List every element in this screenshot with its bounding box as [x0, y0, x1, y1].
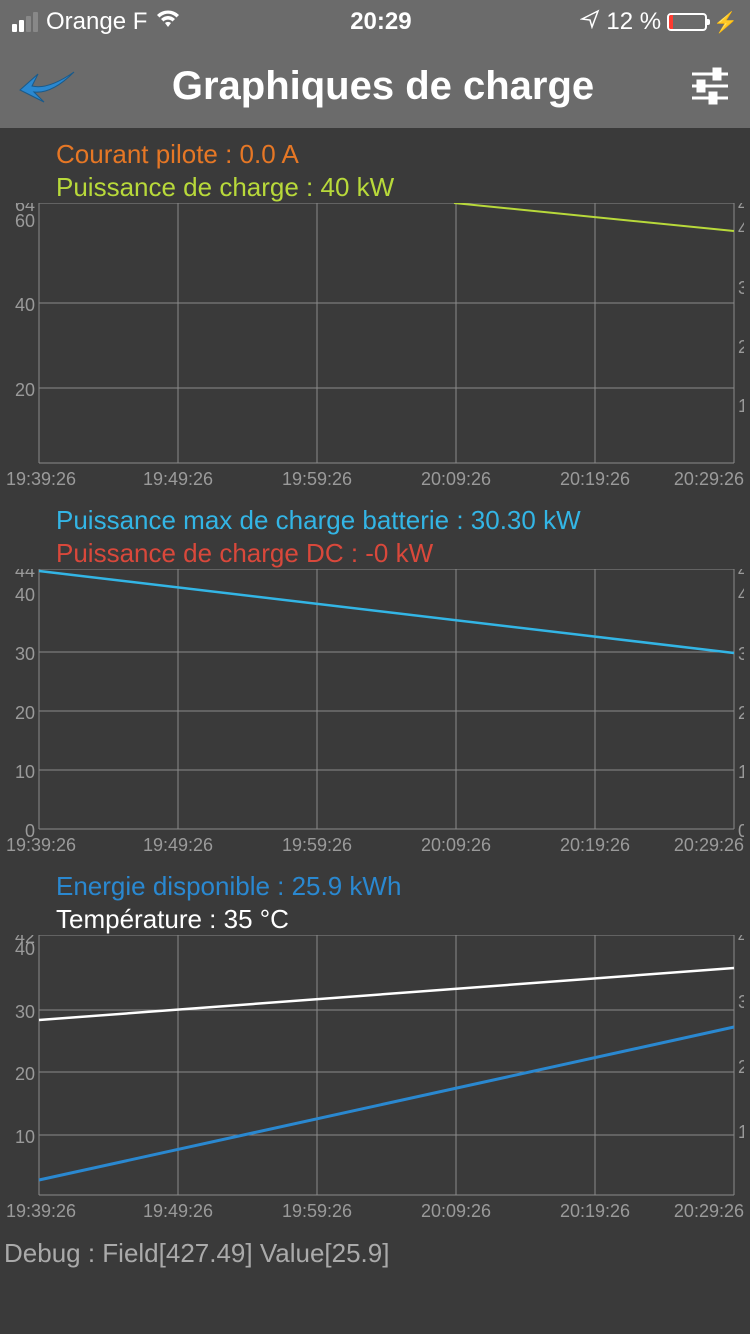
- status-bar: Orange F 20:29 12 % ⚡: [0, 0, 750, 44]
- chart-plot: 64604020444030201019:39:2619:49:2619:59:…: [6, 203, 744, 496]
- legend-item: Puissance de charge DC : -0 kW: [56, 537, 744, 570]
- svg-text:20:09:26: 20:09:26: [421, 835, 491, 855]
- svg-text:40: 40: [738, 585, 744, 605]
- debug-line: Debug : Field[427.49] Value[25.9]: [0, 1236, 750, 1271]
- chart-plot: 42403020104030201019:39:2619:49:2619:59:…: [6, 935, 744, 1228]
- svg-text:19:39:26: 19:39:26: [6, 469, 76, 489]
- svg-text:19:49:26: 19:49:26: [143, 469, 213, 489]
- svg-text:10: 10: [15, 1127, 35, 1147]
- legend-item: Puissance max de charge batterie : 30.30…: [56, 504, 744, 537]
- svg-text:10: 10: [738, 762, 744, 782]
- clock: 20:29: [350, 8, 411, 36]
- nav-bar: Graphiques de charge: [0, 44, 750, 128]
- chart-legend: Puissance max de charge batterie : 30.30…: [6, 504, 744, 569]
- svg-text:20: 20: [738, 1057, 744, 1077]
- svg-text:40: 40: [738, 219, 744, 239]
- charging-icon: ⚡: [713, 10, 738, 35]
- svg-text:30: 30: [738, 644, 744, 664]
- chart-legend: Courant pilote : 0.0 APuissance de charg…: [6, 138, 744, 203]
- svg-text:20:09:26: 20:09:26: [421, 469, 491, 489]
- svg-text:40: 40: [738, 935, 744, 947]
- svg-text:20:09:26: 20:09:26: [421, 1201, 491, 1221]
- legend-item: Température : 35 °C: [56, 903, 744, 936]
- battery-percent: 12 %: [606, 8, 661, 36]
- svg-text:44: 44: [15, 569, 35, 581]
- chart-plot: 444030201004440302010019:39:2619:49:2619…: [6, 569, 744, 862]
- svg-text:10: 10: [738, 396, 744, 416]
- svg-text:19:59:26: 19:59:26: [282, 469, 352, 489]
- svg-text:10: 10: [738, 1122, 744, 1142]
- svg-text:44: 44: [738, 569, 744, 581]
- svg-text:20:19:26: 20:19:26: [560, 1201, 630, 1221]
- legend-item: Courant pilote : 0.0 A: [56, 138, 744, 171]
- settings-button[interactable]: [688, 64, 732, 108]
- svg-text:40: 40: [15, 585, 35, 605]
- svg-text:20:29:26: 20:29:26: [674, 835, 744, 855]
- svg-text:20:19:26: 20:19:26: [560, 469, 630, 489]
- signal-icon: [12, 12, 38, 32]
- svg-text:19:39:26: 19:39:26: [6, 835, 76, 855]
- carrier-label: Orange F: [46, 8, 147, 36]
- status-right: 12 % ⚡: [580, 8, 738, 36]
- svg-text:19:39:26: 19:39:26: [6, 1201, 76, 1221]
- svg-text:10: 10: [15, 762, 35, 782]
- svg-text:20: 20: [738, 337, 744, 357]
- svg-text:20: 20: [15, 703, 35, 723]
- chart-3: Energie disponible : 25.9 kWhTempérature…: [6, 870, 744, 1228]
- svg-text:30: 30: [738, 992, 744, 1012]
- svg-text:19:49:26: 19:49:26: [143, 1201, 213, 1221]
- back-button[interactable]: [18, 62, 78, 110]
- svg-text:20:29:26: 20:29:26: [674, 1201, 744, 1221]
- page-title: Graphiques de charge: [78, 64, 688, 109]
- svg-text:30: 30: [738, 278, 744, 298]
- svg-text:40: 40: [15, 939, 35, 959]
- svg-text:19:59:26: 19:59:26: [282, 835, 352, 855]
- svg-text:40: 40: [15, 295, 35, 315]
- content: Courant pilote : 0.0 APuissance de charg…: [0, 128, 750, 1228]
- legend-item: Energie disponible : 25.9 kWh: [56, 870, 744, 903]
- chart-1: Courant pilote : 0.0 APuissance de charg…: [6, 138, 744, 496]
- svg-text:30: 30: [15, 644, 35, 664]
- svg-text:19:59:26: 19:59:26: [282, 1201, 352, 1221]
- svg-text:20: 20: [15, 380, 35, 400]
- svg-text:20: 20: [738, 703, 744, 723]
- svg-text:20: 20: [15, 1064, 35, 1084]
- chart-legend: Energie disponible : 25.9 kWhTempérature…: [6, 870, 744, 935]
- status-left: Orange F: [12, 8, 181, 36]
- svg-text:44: 44: [738, 203, 744, 215]
- svg-text:20:19:26: 20:19:26: [560, 835, 630, 855]
- svg-text:60: 60: [15, 211, 35, 231]
- battery-icon: [667, 13, 707, 31]
- location-icon: [580, 8, 600, 36]
- chart-2: Puissance max de charge batterie : 30.30…: [6, 504, 744, 862]
- svg-text:20:29:26: 20:29:26: [674, 469, 744, 489]
- wifi-icon: [155, 8, 181, 36]
- svg-text:19:49:26: 19:49:26: [143, 835, 213, 855]
- svg-text:30: 30: [15, 1002, 35, 1022]
- legend-item: Puissance de charge : 40 kW: [56, 171, 744, 204]
